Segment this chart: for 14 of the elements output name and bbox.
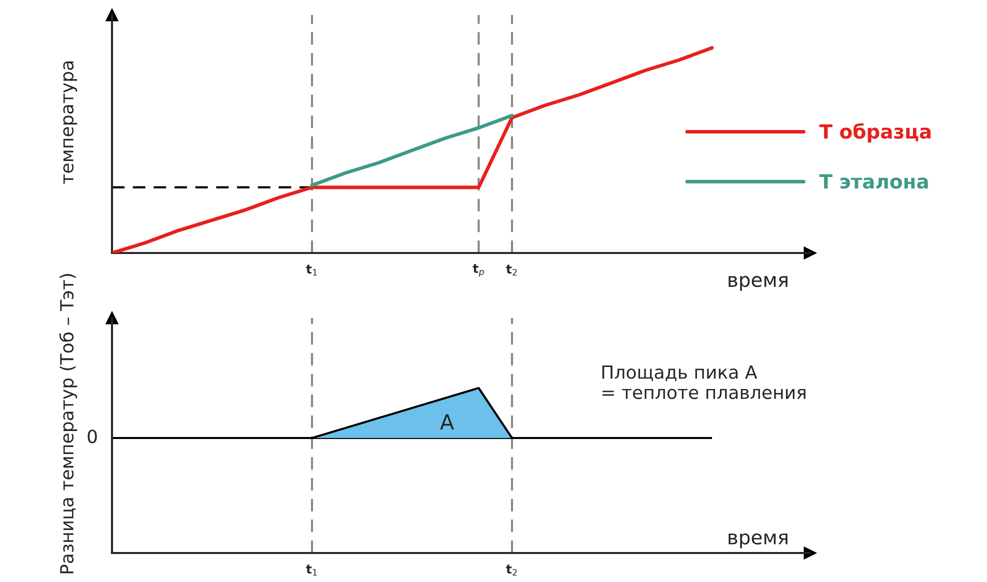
annotation: A: [440, 414, 454, 430]
ref-line-label: 0: [88, 430, 97, 444]
annotation: Площадь пика А = теплоте плавления: [602, 366, 806, 400]
text: Т образца: [819, 123, 931, 143]
y-axis-title: температура: [63, 62, 78, 184]
y-axis-title: Разница температур (Тоб – Тэт): [59, 274, 78, 574]
x-tick-label: t$_{p}$: [472, 264, 484, 277]
x-axis-title: время: [728, 533, 788, 548]
x-tick-label: t$_{2}$: [506, 564, 517, 576]
x-tick-label: t$_{1}$: [306, 564, 317, 576]
x-axis-title: время: [728, 276, 788, 291]
x-tick-label: t$_{2}$: [506, 264, 517, 276]
x-tick-label: t$_{1}$: [306, 264, 317, 276]
text: Т эталона: [819, 174, 928, 189]
